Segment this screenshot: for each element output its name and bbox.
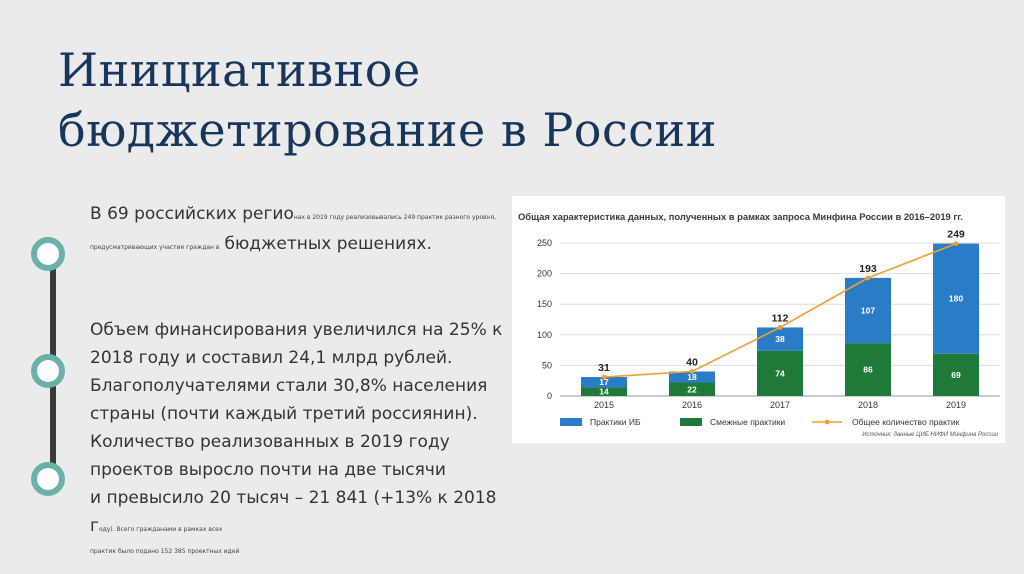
- paragraph-2-line-8-small: оду). Всего гражданами в рамках всех: [98, 526, 223, 533]
- total-label-2016: 40: [686, 357, 698, 369]
- paragraph-1-line-1: В 69 российских регионах в 2019 году реа…: [90, 204, 496, 224]
- paragraph-2-line-4: страны (почти каждый третий россиянин).: [90, 404, 478, 424]
- timeline-dot-1: [31, 237, 65, 271]
- page-title: Инициативное бюджетирование в России: [58, 40, 717, 160]
- paragraph-2-line-8: году). Всего гражданами в рамках всех: [90, 512, 510, 544]
- bar-ib-2016: [669, 371, 715, 383]
- bar-related-2019: [933, 353, 979, 396]
- legend-swatch-total-dot: [824, 419, 830, 425]
- legend-label-related: Смежные практики: [710, 417, 785, 427]
- chart-panel: Общая характеристика данных, полученных …: [512, 196, 1005, 443]
- x-tick-label-2017: 2017: [770, 400, 790, 410]
- y-tick-label-150: 150: [537, 299, 552, 309]
- paragraph-1-lead: В 69 российских регио: [90, 204, 294, 224]
- x-tick-label-2019: 2019: [946, 400, 966, 410]
- paragraph-2: Объем финансирования увеличился на 25% к…: [90, 316, 510, 544]
- chart-svg: Общая характеристика данных, полученных …: [518, 211, 1000, 438]
- total-label-2015: 31: [598, 362, 610, 374]
- y-tick-label-0: 0: [547, 391, 552, 401]
- total-label-2018: 193: [859, 263, 877, 275]
- y-tick-label-200: 200: [537, 269, 552, 279]
- bar-ib-label-2015: 17: [599, 377, 609, 387]
- y-tick-label-250: 250: [537, 238, 552, 248]
- title-line-2: бюджетирование в России: [58, 103, 717, 157]
- total-label-2017: 112: [772, 312, 789, 324]
- paragraph-1-line-2: предусматривающих участие граждан в бюдж…: [90, 234, 432, 254]
- legend-label-ib: Практики ИБ: [590, 417, 641, 427]
- total-point-2019: [953, 241, 959, 247]
- paragraph-2-line-9: практик было подано 152 385 проектных ид…: [90, 548, 240, 555]
- y-tick-label-100: 100: [537, 330, 552, 340]
- total-point-2017: [777, 325, 783, 330]
- legend-label-total: Общее количество практик: [852, 417, 960, 427]
- bar-related-label-2016: 22: [687, 384, 697, 394]
- x-tick-label-2016: 2016: [682, 400, 702, 410]
- total-point-2015: [601, 374, 607, 380]
- paragraph-2-line-7: и превысило 20 тысяч – 21 841 (+13% к 20…: [90, 488, 497, 508]
- bar-ib-label-2019: 180: [949, 294, 963, 304]
- bar-ib-2015: [581, 377, 627, 388]
- paragraph-1-small-2: предусматривающих участие граждан в: [90, 244, 220, 251]
- bar-ib-label-2017: 38: [775, 334, 785, 344]
- paragraph-2-line-6: проектов выросло почти на две тысячи: [90, 460, 446, 480]
- bar-related-2018: [845, 343, 891, 396]
- chart-title: Общая характеристика данных, полученных …: [518, 211, 963, 222]
- chart-source: Источник: данные ЦИБ НИФИ Минфина России: [862, 432, 998, 438]
- x-tick-label-2018: 2018: [858, 400, 878, 410]
- bar-ib-2018: [845, 277, 891, 344]
- total-point-2018: [865, 275, 871, 281]
- y-tick-label-50: 50: [542, 360, 552, 370]
- paragraph-1-tail: бюджетных решениях.: [224, 234, 432, 254]
- legend-swatch-ib: [560, 418, 582, 426]
- paragraph-2-line-8-big: г: [90, 516, 99, 536]
- paragraph-2-line-2: 2018 году и составил 24,1 млрд рублей.: [90, 348, 453, 368]
- bar-related-2016: [669, 382, 715, 396]
- paragraph-1-small-1: нах в 2019 году реализовывались 249 прак…: [293, 214, 497, 221]
- bar-related-label-2019: 69: [951, 370, 961, 380]
- bar-ib-label-2016: 18: [687, 372, 697, 382]
- paragraph-2-line-3: Благополучателями стали 30,8% населения: [90, 376, 488, 396]
- legend-swatch-related: [680, 418, 702, 426]
- bar-ib-2019: [933, 243, 979, 354]
- title-line-1: Инициативное: [58, 43, 421, 97]
- bar-related-2015: [581, 387, 627, 396]
- x-tick-label-2015: 2015: [594, 400, 614, 410]
- timeline-dot-2: [31, 354, 65, 388]
- total-label-2019: 249: [947, 229, 965, 241]
- total-point-2016: [689, 369, 695, 374]
- bar-related-label-2018: 86: [863, 365, 873, 375]
- timeline-dot-3: [31, 462, 65, 496]
- bar-ib-label-2018: 107: [861, 306, 875, 316]
- bar-related-label-2017: 74: [775, 368, 785, 378]
- bar-related-2017: [757, 350, 803, 396]
- paragraph-2-line-1: Объем финансирования увеличился на 25% к: [90, 320, 503, 340]
- bar-related-label-2015: 14: [599, 387, 609, 397]
- paragraph-2-line-5: Количество реализованных в 2019 году: [90, 432, 450, 452]
